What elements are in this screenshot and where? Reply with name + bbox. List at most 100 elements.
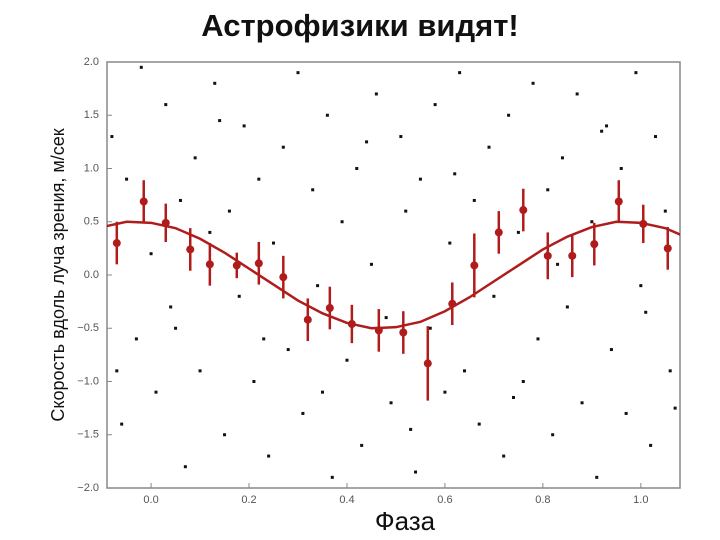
x-tick-label: 0.2 xyxy=(241,494,256,506)
chart-title: Астрофизики видят! xyxy=(201,8,519,43)
data-point xyxy=(639,284,643,288)
data-point xyxy=(374,92,378,96)
data-point xyxy=(365,140,369,144)
x-axis-label: Фаза xyxy=(375,506,436,536)
data-point xyxy=(154,390,158,394)
y-axis-label: Скорость вдоль луча зрения, м/сек xyxy=(48,128,68,421)
data-point xyxy=(560,156,564,160)
data-point xyxy=(320,390,324,394)
data-point xyxy=(174,326,178,330)
data-point xyxy=(340,220,344,224)
data-point xyxy=(296,71,300,75)
data-point xyxy=(654,135,658,139)
binned-point xyxy=(303,315,312,324)
data-point xyxy=(536,337,540,341)
data-point xyxy=(198,369,202,373)
data-point xyxy=(624,411,628,415)
data-point xyxy=(507,113,511,117)
data-point xyxy=(575,92,579,96)
data-point xyxy=(139,65,143,69)
data-point xyxy=(125,177,129,181)
data-point xyxy=(257,177,261,181)
data-point xyxy=(600,129,604,133)
data-point xyxy=(443,390,447,394)
data-point xyxy=(580,401,584,405)
data-point xyxy=(316,284,320,288)
x-tick-label: 0.8 xyxy=(535,494,550,506)
data-point xyxy=(458,71,462,75)
data-point xyxy=(463,369,467,373)
data-point xyxy=(649,443,653,447)
binned-point xyxy=(423,359,432,368)
y-tick-label: −0.5 xyxy=(77,322,99,334)
x-tick-label: 1.0 xyxy=(633,494,648,506)
data-point xyxy=(262,337,266,341)
data-point xyxy=(644,310,648,314)
binned-point xyxy=(279,273,288,282)
plot-frame xyxy=(106,61,681,489)
data-point xyxy=(169,305,173,309)
data-point xyxy=(590,220,594,224)
data-point xyxy=(668,369,672,373)
data-point xyxy=(414,470,418,474)
data-point xyxy=(551,433,555,437)
binned-point xyxy=(494,228,503,237)
data-point xyxy=(546,188,550,192)
data-point xyxy=(619,167,623,170)
binned-point xyxy=(590,240,599,249)
data-point xyxy=(360,443,364,447)
data-point xyxy=(213,81,217,85)
data-point xyxy=(453,172,457,176)
binned-point xyxy=(139,197,148,206)
data-point xyxy=(477,422,481,426)
data-point xyxy=(242,124,246,128)
binned-point xyxy=(470,261,479,270)
data-point xyxy=(178,198,182,202)
data-point xyxy=(208,230,212,234)
data-point xyxy=(252,380,256,383)
y-tick-label: −2.0 xyxy=(77,482,99,494)
data-point xyxy=(595,475,599,479)
binned-point xyxy=(325,304,334,313)
data-point xyxy=(223,433,227,437)
data-point xyxy=(345,358,349,362)
data-point xyxy=(286,348,290,352)
binned-point xyxy=(519,206,528,215)
data-point xyxy=(120,422,124,426)
data-point xyxy=(330,475,334,479)
data-point xyxy=(369,262,373,266)
plot-area xyxy=(107,65,680,479)
y-tick-label: −1.5 xyxy=(77,429,99,441)
data-point xyxy=(487,145,491,149)
binned-point xyxy=(568,251,577,260)
data-point xyxy=(531,81,535,85)
data-point xyxy=(281,145,285,149)
data-point xyxy=(164,103,168,107)
y-tick-label: −1.0 xyxy=(77,375,99,387)
data-point xyxy=(409,427,413,431)
data-point xyxy=(516,230,520,234)
y-tick-label: 1.5 xyxy=(84,109,99,121)
data-point xyxy=(183,465,187,469)
data-point xyxy=(609,348,613,352)
binned-point xyxy=(399,328,408,337)
binned-point xyxy=(614,197,623,206)
data-point xyxy=(428,326,432,330)
data-point xyxy=(511,395,515,399)
fit-curve xyxy=(107,220,680,330)
data-point xyxy=(556,262,560,266)
data-point xyxy=(110,135,114,139)
x-tick-label: 0.4 xyxy=(339,494,354,506)
binned-point xyxy=(112,239,121,248)
y-tick-label: 2.0 xyxy=(84,56,99,68)
data-point xyxy=(673,406,677,410)
data-point xyxy=(605,124,609,128)
data-point xyxy=(663,209,667,213)
data-point xyxy=(389,401,393,405)
data-point xyxy=(149,252,153,256)
data-point xyxy=(218,119,222,123)
data-point xyxy=(115,369,119,373)
data-point xyxy=(355,167,359,170)
data-point xyxy=(301,411,305,415)
